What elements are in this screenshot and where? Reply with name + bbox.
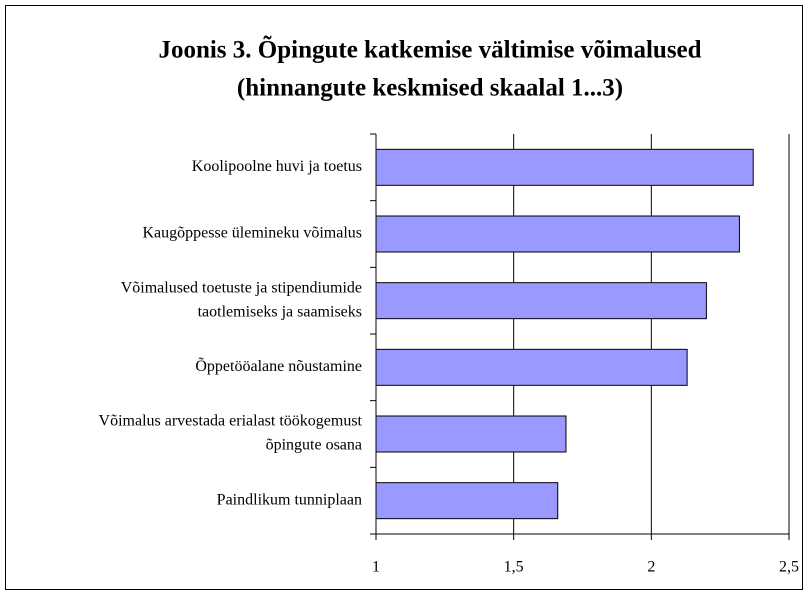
- bar: [375, 282, 707, 320]
- bar: [375, 482, 559, 520]
- bar: [375, 148, 754, 186]
- y-tick-label: Võimalus arvestada erialast töökogemust: [99, 413, 363, 430]
- x-tick-label: 1: [372, 559, 380, 576]
- y-tick-label: Võimalused toetuste ja stipendiumide: [121, 279, 362, 296]
- bar: [375, 215, 740, 253]
- x-tick-label: 2: [647, 559, 655, 576]
- y-tick-label: Koolipoolne huvi ja toetus: [192, 158, 362, 175]
- y-tick-label: õpingute osana: [266, 437, 362, 454]
- x-tick-label: 1,5: [504, 559, 524, 576]
- y-tick-label: Kaugõppesse ülemineku võimalus: [142, 225, 362, 242]
- y-tick-label: Paindlikum tunniplaan: [217, 491, 362, 508]
- y-tick-label: Õppetööalane nõustamine: [195, 357, 362, 375]
- chart-title: Joonis 3. Õpingute katkemise vältimise v…: [158, 35, 701, 64]
- bar: [375, 415, 567, 453]
- chart-title: (hinnangute keskmised skaalal 1...3): [237, 75, 623, 102]
- x-tick-label: 2,5: [779, 559, 799, 576]
- bar: [375, 348, 688, 386]
- y-tick-label: taotlemiseks ja saamiseks: [198, 303, 362, 320]
